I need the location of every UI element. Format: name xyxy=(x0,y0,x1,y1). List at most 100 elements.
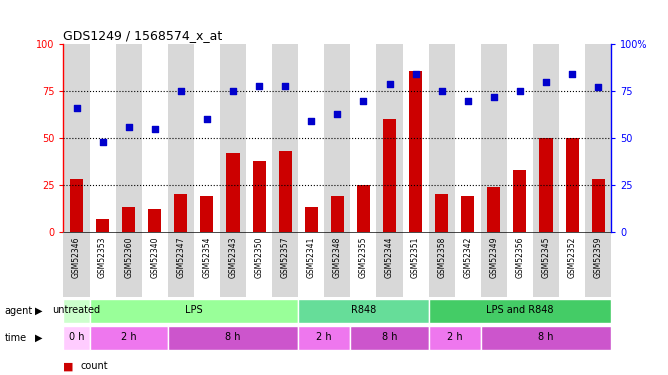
Text: GSM52356: GSM52356 xyxy=(516,237,524,279)
Text: GSM52340: GSM52340 xyxy=(150,237,159,279)
Bar xyxy=(63,299,90,323)
Bar xyxy=(63,232,90,297)
Text: GSM52355: GSM52355 xyxy=(359,237,368,279)
Point xyxy=(488,94,499,100)
Point xyxy=(306,118,317,124)
Point xyxy=(514,88,525,94)
Bar xyxy=(246,44,272,232)
Text: GSM52346: GSM52346 xyxy=(72,237,81,279)
Text: untreated: untreated xyxy=(53,305,101,315)
Text: GSM52347: GSM52347 xyxy=(176,237,185,279)
Bar xyxy=(533,232,559,297)
Bar xyxy=(174,194,187,232)
Bar xyxy=(559,232,585,297)
Bar xyxy=(429,299,611,323)
Bar xyxy=(63,44,90,232)
Bar xyxy=(226,153,240,232)
Bar xyxy=(168,232,194,297)
Text: ▶: ▶ xyxy=(35,306,43,316)
Text: 8 h: 8 h xyxy=(381,332,397,342)
Bar xyxy=(514,170,526,232)
Bar xyxy=(481,232,507,297)
Point xyxy=(384,81,395,87)
Bar xyxy=(351,232,377,297)
Bar xyxy=(90,44,116,232)
Bar xyxy=(585,232,611,297)
Bar xyxy=(540,138,552,232)
Bar xyxy=(194,232,220,297)
Bar xyxy=(90,326,168,350)
Text: count: count xyxy=(80,362,108,371)
Bar xyxy=(488,187,500,232)
Text: GSM52352: GSM52352 xyxy=(568,237,576,278)
Text: 2 h: 2 h xyxy=(121,332,136,342)
Bar xyxy=(403,44,429,232)
Bar xyxy=(481,44,507,232)
Bar xyxy=(116,232,142,297)
Bar xyxy=(298,326,351,350)
Point xyxy=(150,126,160,132)
Bar xyxy=(507,44,533,232)
Point xyxy=(593,84,603,90)
Bar xyxy=(377,44,403,232)
Bar xyxy=(298,299,429,323)
Bar xyxy=(272,44,298,232)
Bar xyxy=(90,299,298,323)
Text: time: time xyxy=(5,333,27,343)
Point xyxy=(176,88,186,94)
Bar xyxy=(566,138,578,232)
Text: 2 h: 2 h xyxy=(317,332,332,342)
Bar xyxy=(357,185,370,232)
Text: GSM52360: GSM52360 xyxy=(124,237,133,279)
Point xyxy=(462,98,473,104)
Point xyxy=(540,79,551,85)
Point xyxy=(228,88,238,94)
Bar xyxy=(455,44,481,232)
Bar xyxy=(429,44,455,232)
Text: ▶: ▶ xyxy=(35,333,43,343)
Bar xyxy=(63,326,90,350)
Bar xyxy=(298,232,324,297)
Text: GDS1249 / 1568574_x_at: GDS1249 / 1568574_x_at xyxy=(63,29,222,42)
Bar xyxy=(116,44,142,232)
Text: GSM52342: GSM52342 xyxy=(464,237,472,278)
Bar xyxy=(298,44,324,232)
Bar xyxy=(142,44,168,232)
Text: GSM52349: GSM52349 xyxy=(490,237,498,279)
Bar xyxy=(559,44,585,232)
Bar xyxy=(461,196,474,232)
Bar xyxy=(324,232,351,297)
Point xyxy=(280,82,291,88)
Text: 8 h: 8 h xyxy=(538,332,554,342)
Point xyxy=(71,105,82,111)
Text: GSM52358: GSM52358 xyxy=(437,237,446,278)
Bar xyxy=(96,219,109,232)
Text: GSM52341: GSM52341 xyxy=(307,237,316,278)
Text: LPS: LPS xyxy=(185,305,202,315)
Bar xyxy=(168,326,298,350)
Bar xyxy=(585,44,611,232)
Bar xyxy=(200,196,214,232)
Text: GSM52345: GSM52345 xyxy=(542,237,550,279)
Bar xyxy=(272,232,298,297)
Text: 2 h: 2 h xyxy=(447,332,462,342)
Bar xyxy=(331,196,344,232)
Text: 0 h: 0 h xyxy=(69,332,84,342)
Text: GSM52351: GSM52351 xyxy=(411,237,420,278)
Bar xyxy=(481,326,611,350)
Bar xyxy=(377,232,403,297)
Bar xyxy=(351,44,377,232)
Bar xyxy=(194,44,220,232)
Bar xyxy=(455,232,481,297)
Point xyxy=(254,82,265,88)
Point xyxy=(436,88,447,94)
Bar xyxy=(70,179,83,232)
Text: GSM52353: GSM52353 xyxy=(98,237,107,279)
Bar xyxy=(429,326,481,350)
Point xyxy=(124,124,134,130)
Text: ■: ■ xyxy=(63,362,74,371)
Point xyxy=(410,71,421,77)
Bar xyxy=(220,44,246,232)
Text: GSM52354: GSM52354 xyxy=(202,237,211,279)
Bar xyxy=(253,160,266,232)
